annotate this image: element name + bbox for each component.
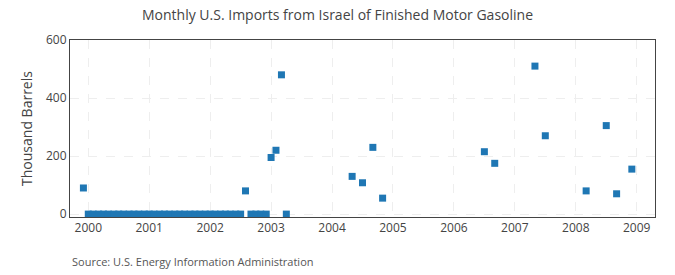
svg-text:2007: 2007: [501, 219, 529, 236]
svg-text:400: 400: [46, 89, 67, 106]
svg-text:2004: 2004: [318, 219, 346, 236]
svg-text:2000: 2000: [75, 219, 103, 236]
svg-text:Source: U.S. Energy Informatio: Source: U.S. Energy Information Administ…: [72, 254, 314, 269]
svg-text:2008: 2008: [562, 219, 590, 236]
svg-text:Thousand Barrels: Thousand Barrels: [17, 71, 36, 186]
svg-text:2009: 2009: [623, 219, 651, 236]
svg-text:Monthly U.S. Imports from Isra: Monthly U.S. Imports from Israel of Fini…: [142, 5, 533, 24]
svg-text:2003: 2003: [257, 219, 285, 236]
svg-text:2006: 2006: [440, 219, 468, 236]
svg-text:2002: 2002: [196, 219, 224, 236]
svg-text:2001: 2001: [135, 219, 162, 236]
svg-text:600: 600: [46, 31, 67, 48]
svg-text:200: 200: [46, 147, 67, 164]
svg-text:2005: 2005: [379, 219, 407, 236]
svg-text:0: 0: [60, 205, 67, 222]
